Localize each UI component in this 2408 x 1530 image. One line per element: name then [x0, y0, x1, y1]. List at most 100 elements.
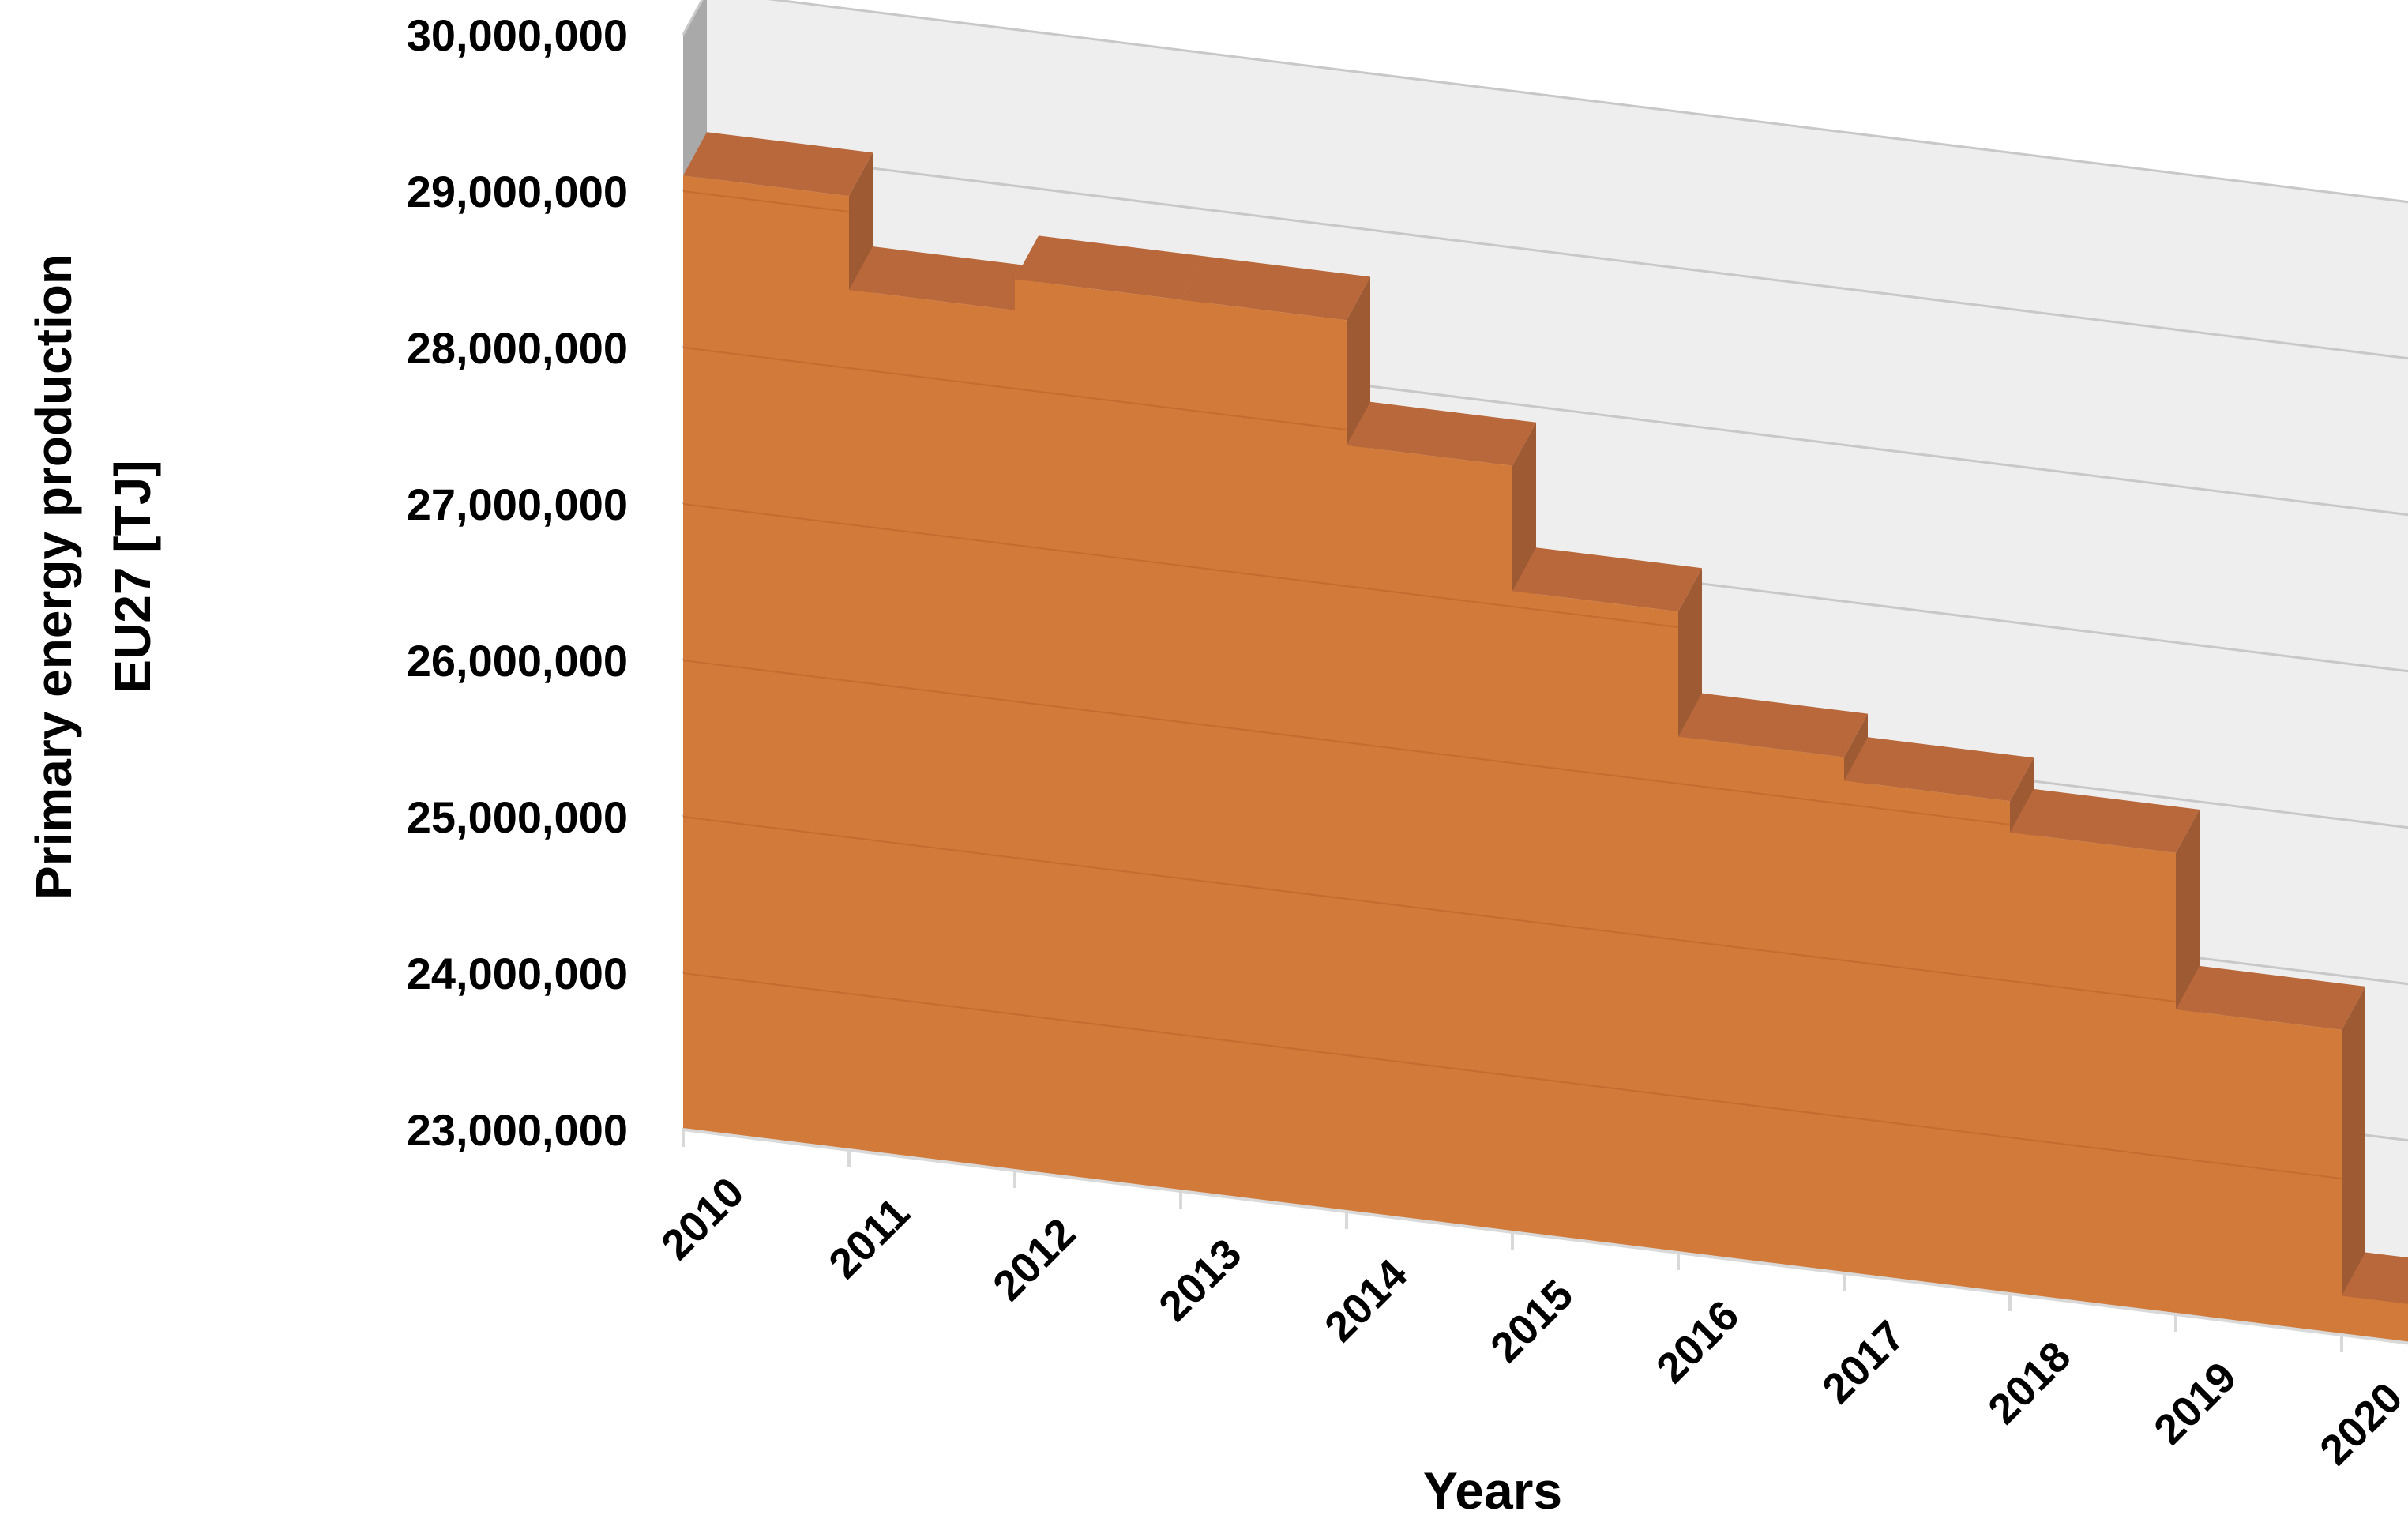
y-tick-label: 23,000,000: [407, 1105, 628, 1155]
bar-grid-trace: [1512, 919, 1679, 941]
bar-2016: [1677, 693, 1868, 1273]
bar-grid-trace: [1180, 565, 1347, 587]
bar-grid-trace: [1346, 742, 1513, 764]
bar-front: [1844, 780, 2010, 1294]
bar-grid-trace: [682, 503, 850, 525]
x-axis-line: [682, 1128, 2408, 1345]
bar-grid-trace: [1346, 585, 1513, 607]
y-tick-label: 24,000,000: [407, 949, 628, 998]
bar-grid-trace: [1014, 388, 1181, 410]
bar-2017: [1843, 737, 2034, 1294]
bar-front: [2342, 1295, 2408, 1344]
bar-front: [1678, 736, 1844, 1273]
bar-top: [2342, 1252, 2408, 1304]
y-tick-label: 26,000,000: [407, 636, 628, 686]
bar-front: [683, 175, 849, 1151]
bar-grid-trace: [848, 524, 1016, 546]
x-tick-label: 2014: [1316, 1250, 1416, 1351]
y-tick-label: 28,000,000: [407, 323, 628, 373]
bar-grid-trace: [1180, 878, 1347, 900]
bar-grid-trace: [1180, 408, 1347, 430]
bar-front: [1181, 299, 1347, 1212]
bar-grid-trace: [848, 367, 1016, 389]
y-axis-title-line-2: EU27 [TJ]: [104, 460, 161, 693]
bar-grid-trace: [848, 680, 1016, 702]
bar-grid-trace: [848, 836, 1016, 859]
bar-front: [2176, 1009, 2342, 1335]
x-tick-label: 2018: [1979, 1333, 2079, 1433]
bar-front: [2010, 832, 2176, 1314]
gridline: [706, 146, 2408, 360]
bar-grid-trace: [1843, 1116, 2011, 1138]
bar-grid-trace: [682, 660, 850, 682]
bar-grid-trace: [1014, 1013, 1181, 1036]
gridline-side: [682, 0, 704, 36]
y-tick-label: 27,000,000: [407, 479, 628, 529]
bar-top: [849, 246, 1039, 310]
x-tick-label: 2019: [2145, 1353, 2245, 1453]
bar-2018: [2009, 788, 2200, 1314]
bar-grid-trace: [682, 347, 850, 369]
bar-grid-trace: [1512, 762, 1679, 784]
bar-front: [849, 290, 1015, 1171]
bar-top: [1181, 256, 1370, 321]
y-axis-title-line-1: Primary energy production: [25, 254, 82, 900]
bar-grid-trace: [1843, 803, 2011, 825]
bar-grid-trace: [1512, 606, 1679, 628]
bar-2010: [682, 132, 873, 1151]
x-tick-label: 2020: [2311, 1374, 2408, 1474]
bar-2019: [2175, 965, 2365, 1335]
x-tick-label: 2013: [1150, 1230, 1250, 1330]
bar-top: [2010, 788, 2200, 853]
bar-top: [1844, 737, 2034, 802]
bars: [682, 132, 2408, 1344]
bar-grid-trace: [1014, 857, 1181, 879]
bar-grid-trace: [2009, 980, 2177, 1002]
x-tick-label: 2015: [1482, 1271, 1582, 1371]
bar-grid-trace: [2175, 1157, 2342, 1179]
x-axis-title: Years: [1423, 1461, 1562, 1520]
bar-grid-trace: [682, 816, 850, 838]
x-tick-label: 2016: [1647, 1291, 1748, 1392]
bar-grid-trace: [1677, 783, 1845, 805]
bar-front: [1347, 445, 1512, 1232]
bar-grid-trace: [1014, 544, 1181, 566]
bar-2020: [2342, 1252, 2408, 1344]
bar-2012: [1014, 235, 1204, 1191]
bar-top: [683, 132, 873, 197]
bar-grid-trace: [682, 972, 850, 994]
bar-top: [1512, 547, 1702, 612]
bar-grid-trace: [1180, 1034, 1347, 1056]
bar-2014: [1346, 401, 1536, 1232]
y-tick-label: 30,000,000: [407, 10, 628, 60]
gridline: [767, 0, 2408, 204]
y-tick-label: 25,000,000: [407, 792, 628, 842]
bar-2011: [848, 246, 1039, 1171]
bar-grid-trace: [1346, 1054, 1513, 1077]
bar-grid-trace: [848, 993, 1016, 1015]
bar-front: [1512, 591, 1678, 1253]
bar-grid-trace: [1014, 701, 1181, 723]
bar-grid-trace: [682, 190, 850, 212]
x-tick-label: 2012: [984, 1209, 1084, 1310]
x-tick-label: 2010: [652, 1168, 753, 1269]
bar-top: [1678, 693, 1868, 757]
x-tick-label: 2011: [820, 1189, 918, 1288]
bar-grid-trace: [1677, 1096, 1845, 1118]
bar-top: [1347, 401, 1536, 466]
bar-side: [2342, 986, 2365, 1335]
bar-grid-trace: [2009, 1137, 2177, 1159]
x-tick-label: 2017: [1813, 1312, 1914, 1412]
bar-grid-trace: [1512, 1075, 1679, 1097]
bar-2015: [1512, 547, 1702, 1253]
bar-top: [1015, 235, 1204, 300]
y-tick-label: 29,000,000: [407, 167, 628, 216]
bar-grid-trace: [1346, 898, 1513, 920]
bar-top: [2176, 965, 2365, 1030]
y-axis-ticks: 23,000,000 24,000,000 25,000,000 26,000,000…: [407, 10, 628, 1155]
bar-grid-trace: [1843, 960, 2011, 982]
bar-front: [1015, 279, 1181, 1191]
bar-grid-trace: [1180, 721, 1347, 743]
bar-grid-trace: [1677, 939, 1845, 961]
